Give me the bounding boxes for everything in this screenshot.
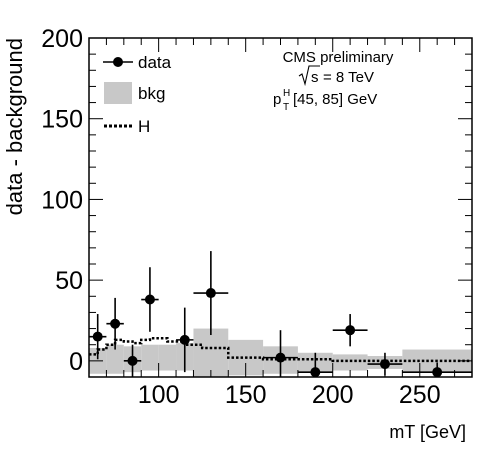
- data-point: [176, 307, 194, 373]
- legend: data bkg H: [103, 53, 172, 136]
- annotation-pt: p: [273, 91, 281, 108]
- y-axis-title: data - background: [2, 38, 27, 215]
- y-tick-label: 150: [41, 106, 83, 134]
- data-point: [263, 330, 298, 377]
- annotation-energy-value: = 8 TeV: [323, 69, 374, 86]
- y-tick-label: 200: [41, 25, 83, 53]
- annotation-pt-sup: H: [283, 88, 290, 99]
- annotation-experiment: CMS preliminary: [283, 49, 394, 66]
- bkg-band-bin: [332, 354, 368, 371]
- data-point: [141, 267, 159, 332]
- y-tick-label: 0: [69, 348, 83, 376]
- legend-h-label: H: [138, 117, 150, 136]
- annotation-energy: s = 8 TeV: [298, 65, 374, 87]
- data-point: [106, 297, 124, 350]
- data-point: [332, 314, 368, 347]
- data-point: [89, 314, 107, 360]
- legend-bkg-swatch: [104, 82, 132, 104]
- data-point-marker: [179, 334, 190, 345]
- bkg-band-bin: [141, 344, 159, 371]
- data-points-layer: [89, 251, 472, 378]
- x-tick-label: 150: [225, 381, 267, 409]
- data-point: [193, 251, 229, 336]
- x-tick-label: 250: [399, 381, 441, 409]
- higgs-signal-layer: [89, 337, 472, 363]
- legend-data-label: data: [138, 53, 172, 72]
- annotation-pt-range: p H T [45, 85] GeV: [273, 88, 377, 113]
- x-tick-label: 100: [138, 381, 180, 409]
- data-point-marker: [144, 294, 155, 305]
- legend-data-marker: [113, 57, 123, 67]
- bkg-band-bin: [158, 344, 177, 371]
- annotation-sqrt-s: s: [311, 69, 319, 86]
- axis-ticks: [89, 37, 473, 377]
- data-point: [123, 344, 142, 377]
- legend-bkg-label: bkg: [138, 84, 165, 103]
- higgs-signal-line: [89, 337, 472, 363]
- tick-labels: 100 150 200 250 0 50 100 150 200: [41, 25, 440, 409]
- sqrt-symbol: [298, 65, 320, 87]
- annotation-pt-sub: T: [283, 102, 289, 113]
- x-tick-label: 200: [312, 381, 354, 409]
- data-point-marker: [110, 318, 121, 329]
- bkg-band-bin: [193, 328, 229, 377]
- data-point-marker: [379, 359, 390, 370]
- legend-h-entry: H: [104, 117, 150, 136]
- data-point-marker: [127, 355, 138, 366]
- bkg-band-bin: [106, 344, 124, 374]
- data-point-marker: [275, 352, 286, 363]
- y-tick-label: 100: [41, 186, 83, 214]
- x-axis-title: mT [GeV]: [389, 422, 466, 442]
- annotation-pt-range-value: [45, 85] GeV: [293, 91, 377, 108]
- cms-annotation: CMS preliminary s = 8 TeV p H T [45, 85]…: [273, 49, 394, 113]
- data-point-marker: [92, 331, 103, 342]
- legend-data-entry: data: [103, 53, 172, 72]
- data-point-marker: [205, 288, 216, 299]
- y-tick-label: 50: [55, 267, 83, 295]
- data-point-marker: [345, 325, 356, 336]
- legend-bkg-entry: bkg: [104, 82, 165, 104]
